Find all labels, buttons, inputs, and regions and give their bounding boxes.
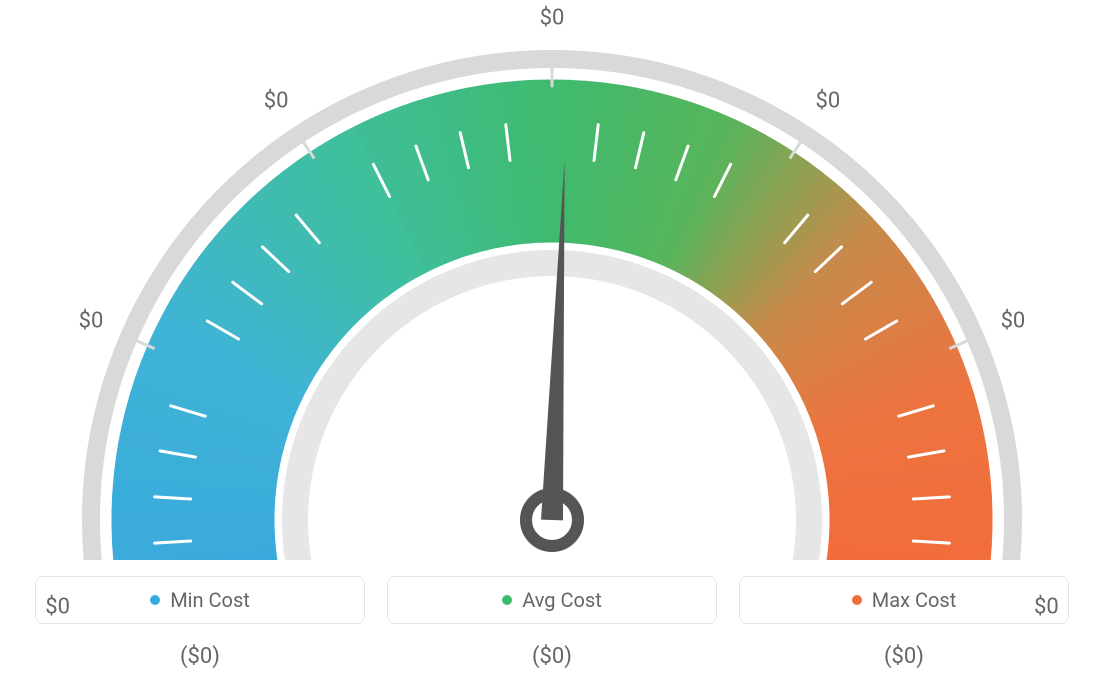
- gauge-svg: [0, 0, 1104, 560]
- legend-dot-avg: [502, 595, 512, 605]
- value-row: ($0) ($0) ($0): [0, 644, 1104, 669]
- gauge-tick-label: $0: [264, 88, 289, 113]
- value-max: ($0): [739, 644, 1069, 669]
- legend-dot-min: [150, 595, 160, 605]
- value-min: ($0): [35, 644, 365, 669]
- gauge-tick-label: $0: [1001, 309, 1026, 334]
- legend-row: Min Cost Avg Cost Max Cost: [0, 576, 1104, 624]
- gauge-tick-label: $0: [79, 309, 104, 334]
- cost-gauge-chart: $0$0$0$0$0$0$0 Min Cost Avg Cost Max Cos…: [0, 0, 1104, 690]
- gauge-tick-label: $0: [540, 6, 565, 31]
- legend-max: Max Cost: [739, 576, 1069, 624]
- legend-label-avg: Avg Cost: [522, 588, 602, 612]
- value-avg: ($0): [387, 644, 717, 669]
- legend-label-max: Max Cost: [872, 588, 957, 612]
- legend-min: Min Cost: [35, 576, 365, 624]
- gauge-area: $0$0$0$0$0$0$0: [0, 0, 1104, 560]
- legend-dot-max: [852, 595, 862, 605]
- gauge-tick-label: $0: [815, 88, 840, 113]
- legend-label-min: Min Cost: [170, 588, 250, 612]
- legend-avg: Avg Cost: [387, 576, 717, 624]
